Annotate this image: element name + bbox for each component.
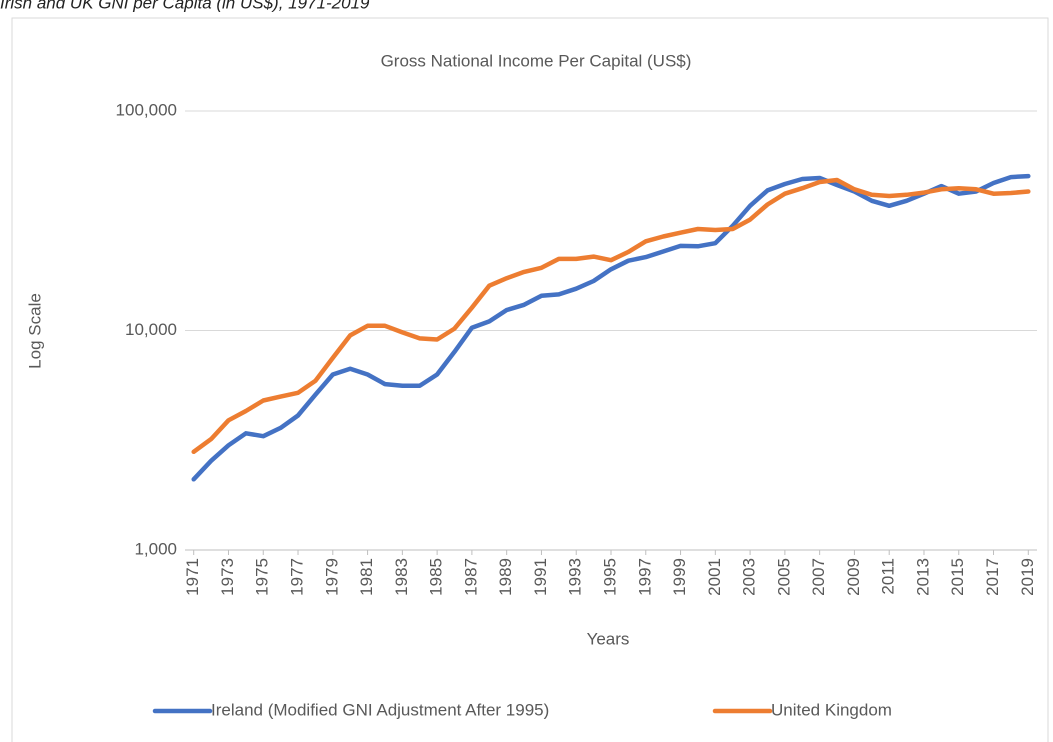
x-tick-label: 1977 (288, 558, 307, 596)
x-tick-label: 1989 (496, 558, 515, 596)
x-tick-label: 2011 (879, 558, 898, 595)
x-tick-label: 2017 (983, 558, 1002, 596)
legend-label: United Kingdom (771, 700, 892, 719)
x-tick-label: 1997 (635, 558, 654, 596)
x-tick-label: 1999 (670, 558, 689, 596)
y-tick-label: 1,000 (134, 539, 177, 558)
series-line (191, 177, 1031, 455)
x-tick-label: 1979 (322, 558, 341, 596)
x-tick-label: 2009 (844, 558, 863, 596)
x-tick-label: 1973 (218, 558, 237, 596)
x-tick-label: 1991 (531, 558, 550, 596)
x-tick-label: 2007 (809, 558, 828, 596)
chart-title: Gross National Income Per Capital (US$) (381, 51, 692, 70)
x-tick-label: 2019 (1018, 558, 1037, 596)
x-tick-label: 2015 (948, 558, 967, 596)
x-tick-label: 1993 (566, 558, 585, 596)
series-line (191, 173, 1031, 482)
y-tick-label: 10,000 (125, 320, 177, 339)
y-tick-label: 100,000 (116, 100, 177, 119)
x-tick-label: 1981 (357, 558, 376, 596)
x-tick-label: 1987 (461, 558, 480, 596)
x-tick-label: 1975 (253, 558, 272, 596)
x-tick-label: 1983 (392, 558, 411, 596)
x-tick-label: 2003 (740, 558, 759, 596)
legend-label: Ireland (Modified GNI Adjustment After 1… (211, 700, 549, 719)
x-tick-label: 1971 (183, 558, 202, 596)
heading: Irish and UK GNI per Capita (in US$), 19… (0, 0, 370, 12)
x-tick-label: 2013 (913, 558, 932, 596)
x-tick-label: 1995 (600, 558, 619, 596)
x-tick-label: 1985 (427, 558, 446, 596)
y-axis-label: Log Scale (25, 293, 44, 369)
chart-frame (11, 17, 1049, 742)
x-tick-label: 2001 (705, 558, 724, 596)
x-tick-label: 2005 (774, 558, 793, 596)
x-axis-label: Years (587, 629, 630, 648)
